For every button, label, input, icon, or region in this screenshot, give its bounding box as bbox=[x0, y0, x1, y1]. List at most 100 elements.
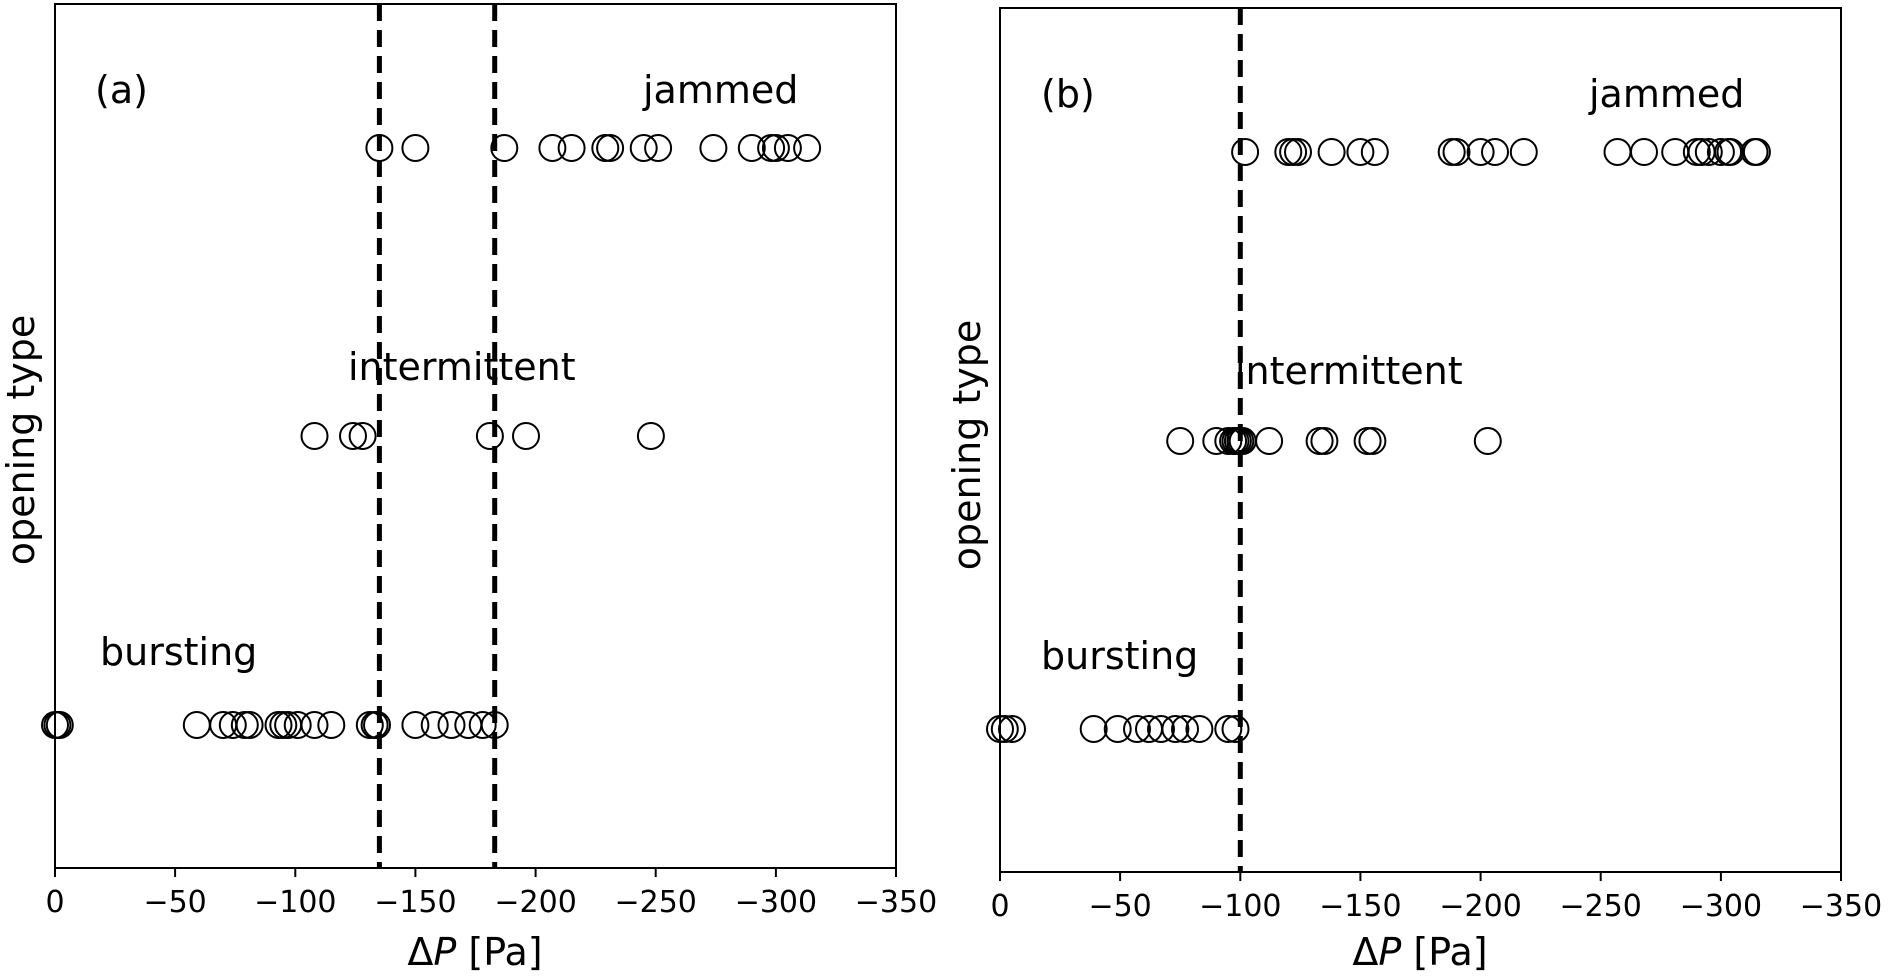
point-bursting-4 bbox=[1103, 715, 1132, 743]
point-bursting-20 bbox=[454, 711, 483, 739]
ylabel-a: opening type bbox=[0, 315, 43, 566]
point-intermittent-8 bbox=[1255, 427, 1284, 455]
point-jammed-4 bbox=[1317, 138, 1346, 166]
point-jammed-10 bbox=[737, 134, 766, 162]
point-jammed-14 bbox=[793, 134, 822, 162]
point-bursting-5 bbox=[218, 711, 247, 739]
point-jammed-9 bbox=[1466, 138, 1495, 166]
point-bursting-9 bbox=[1171, 715, 1199, 743]
point-bursting-17 bbox=[401, 711, 430, 739]
x-tick-label-1: −50 bbox=[143, 885, 206, 920]
point-jammed-6 bbox=[596, 134, 625, 162]
point-jammed-10 bbox=[1481, 138, 1509, 166]
point-bursting-19 bbox=[437, 711, 466, 739]
x-tick-label-6: −300 bbox=[735, 885, 817, 920]
row-label-bursting-a: bursting bbox=[100, 630, 257, 674]
point-bursting-1 bbox=[990, 715, 1019, 743]
point-jammed-8 bbox=[644, 134, 673, 162]
point-jammed-1 bbox=[401, 134, 430, 162]
row-label-jammed-a: jammed bbox=[642, 68, 798, 112]
point-bursting-8 bbox=[1161, 715, 1190, 743]
point-jammed-4 bbox=[557, 134, 586, 162]
point-jammed-3 bbox=[538, 134, 567, 162]
markers-a bbox=[41, 134, 822, 739]
point-jammed-17 bbox=[1694, 138, 1723, 166]
point-intermittent-10 bbox=[1310, 427, 1339, 455]
point-jammed-11 bbox=[1509, 138, 1538, 166]
panel-a: opening type 0 −50 −100 −150 −200 −250 −300 −35… bbox=[0, 3, 937, 974]
point-jammed-21 bbox=[1740, 138, 1769, 166]
point-intermittent-1 bbox=[339, 422, 367, 450]
row-label-intermittent-a: intermittent bbox=[348, 345, 576, 389]
point-bursting-3 bbox=[1079, 715, 1108, 743]
point-jammed-7 bbox=[629, 134, 658, 162]
point-intermittent-2 bbox=[348, 422, 377, 450]
point-jammed-12 bbox=[761, 134, 790, 162]
point-intermittent-13 bbox=[1473, 427, 1502, 455]
point-bursting-12 bbox=[300, 711, 329, 739]
point-bursting-12 bbox=[1221, 715, 1250, 743]
xlabel-b: ΔP [Pa] bbox=[1352, 930, 1487, 974]
point-jammed-3 bbox=[1284, 138, 1312, 166]
panel-label-a: (a) bbox=[95, 68, 148, 112]
point-intermittent-4 bbox=[512, 422, 540, 450]
point-bursting-5 bbox=[1123, 715, 1151, 743]
point-jammed-2 bbox=[490, 134, 519, 162]
markers-b bbox=[986, 138, 1771, 743]
x-tick-label-2: −100 bbox=[254, 885, 336, 920]
x-tick-label-2: −100 bbox=[1199, 889, 1281, 924]
x-tick-label-5: −250 bbox=[614, 885, 696, 920]
row-label-jammed-b: jammed bbox=[1588, 72, 1744, 116]
x-tick-label-6: −300 bbox=[1680, 889, 1762, 924]
point-intermittent-3 bbox=[475, 422, 504, 450]
x-tick-label-7: −350 bbox=[855, 885, 937, 920]
point-intermittent-5 bbox=[636, 422, 665, 450]
ylabel-b: opening type bbox=[945, 320, 989, 571]
point-bursting-1 bbox=[43, 711, 72, 739]
point-bursting-13 bbox=[317, 711, 346, 739]
point-bursting-21 bbox=[468, 711, 497, 739]
x-tick-label-4: −200 bbox=[1439, 889, 1521, 924]
point-bursting-7 bbox=[1147, 715, 1175, 743]
point-bursting-10 bbox=[1185, 715, 1214, 743]
point-bursting-3 bbox=[182, 711, 211, 739]
row-label-intermittent-b: intermittent bbox=[1235, 349, 1463, 393]
x-tick-label-0: 0 bbox=[45, 885, 64, 920]
point-bursting-7 bbox=[235, 711, 264, 739]
xaxis-b: 0 −50 −100 −150 −200 −250 −300 −350 bbox=[990, 872, 1882, 924]
point-jammed-13 bbox=[1630, 138, 1658, 166]
point-intermittent-12 bbox=[1358, 427, 1387, 455]
x-tick-label-5: −250 bbox=[1559, 889, 1641, 924]
point-jammed-8 bbox=[1442, 138, 1471, 166]
point-jammed-13 bbox=[773, 134, 802, 162]
x-tick-label-4: −200 bbox=[494, 885, 576, 920]
x-tick-label-7: −350 bbox=[1800, 889, 1882, 924]
point-intermittent-0 bbox=[1166, 427, 1195, 455]
row-label-bursting-b: bursting bbox=[1041, 634, 1198, 678]
point-bursting-2 bbox=[45, 711, 74, 739]
point-jammed-18 bbox=[1706, 138, 1735, 166]
point-jammed-6 bbox=[1360, 138, 1389, 166]
panel-label-b: (b) bbox=[1041, 72, 1095, 116]
xaxis-a: 0 −50 −100 −150 −200 −250 −300 −350 bbox=[45, 868, 937, 920]
xlabel-a: ΔP [Pa] bbox=[407, 930, 542, 974]
panel-b: opening type 0 −50 −100 −150 −200 −250 −300 −35… bbox=[945, 7, 1882, 974]
x-tick-label-0: 0 bbox=[990, 889, 1009, 924]
vlines-a bbox=[376, 4, 498, 868]
point-bursting-18 bbox=[420, 711, 449, 739]
point-jammed-0 bbox=[1231, 138, 1260, 166]
x-tick-label-1: −50 bbox=[1088, 889, 1151, 924]
x-tick-label-3: −150 bbox=[374, 885, 456, 920]
point-intermittent-0 bbox=[300, 422, 329, 450]
plot-frame-a bbox=[54, 3, 897, 869]
x-tick-label-3: −150 bbox=[1319, 889, 1401, 924]
point-jammed-5 bbox=[1346, 138, 1375, 166]
point-jammed-22 bbox=[1742, 138, 1771, 166]
point-jammed-12 bbox=[1603, 138, 1632, 166]
point-bursting-11 bbox=[1214, 715, 1243, 743]
point-jammed-9 bbox=[699, 134, 728, 162]
point-jammed-19 bbox=[1714, 138, 1743, 166]
plot-frame-b bbox=[999, 7, 1842, 873]
point-bursting-11 bbox=[283, 711, 312, 739]
